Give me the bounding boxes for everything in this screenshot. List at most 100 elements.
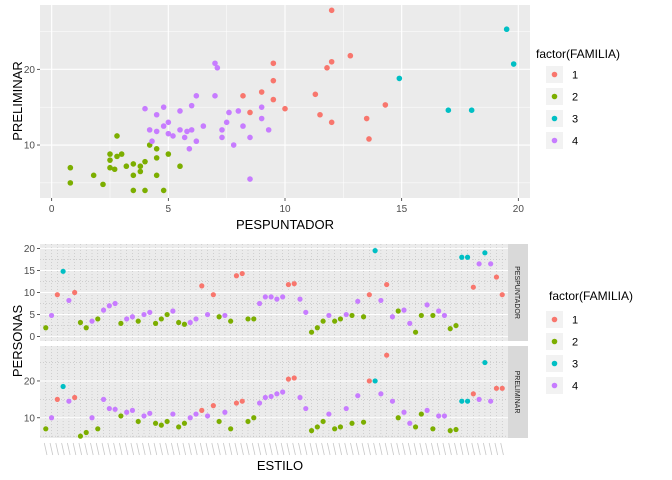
facet-pespuntador-point-familia-2 (314, 325, 320, 331)
facet-pespuntador-point-familia-2 (308, 329, 315, 335)
facet-preliminar-point-familia-4 (389, 398, 396, 404)
top-point-familia-4 (219, 134, 225, 141)
facet-preliminar-point-familia-1 (493, 385, 500, 391)
top-y-tick-label: 20 (24, 65, 36, 76)
facet-pespuntador-point-familia-4 (424, 302, 430, 308)
top-point-familia-2 (160, 187, 167, 194)
top-point-familia-4 (184, 128, 190, 135)
facet-pespuntador-point-familia-2 (77, 319, 84, 326)
facet-pespuntador-point-familia-2 (360, 314, 367, 320)
facet-preliminar-point-familia-2 (118, 413, 124, 419)
facet-pespuntador-point-familia-4 (112, 300, 118, 307)
facet-pespuntador-point-familia-4 (343, 311, 349, 318)
facet-pespuntador-point-familia-4 (378, 297, 384, 304)
legend-label-1: 1 (572, 315, 578, 327)
facet-pespuntador-point-familia-2 (418, 312, 424, 319)
bottom-x-tick-label-illegible (228, 442, 233, 456)
top-point-familia-4 (247, 176, 253, 182)
bottom-x-tick-label-illegible (211, 442, 215, 456)
facet-pespuntador-point-familia-2 (118, 320, 124, 326)
facet-preliminar-point-familia-1 (470, 391, 476, 397)
bottom-x-tick-label-illegible (130, 442, 135, 456)
bottom-x-tick-label-illegible (442, 442, 447, 456)
facet-pespuntador-point-familia-3 (464, 254, 471, 260)
facet-pespuntador-point-familia-2 (43, 325, 49, 331)
bottom-x-tick-label-illegible (344, 442, 348, 456)
bottom-x-tick-label-illegible (430, 442, 435, 456)
top-point-familia-4 (186, 146, 193, 152)
facet-preliminar-point-familia-2 (395, 415, 401, 421)
top-point-familia-4 (165, 119, 172, 126)
facet-pespuntador-point-familia-4 (141, 311, 147, 318)
facet-pespuntador-point-familia-2 (158, 316, 164, 322)
facet-preliminar-point-familia-4 (66, 398, 72, 404)
facet-preliminar-point-familia-1 (210, 403, 216, 409)
facet-pespuntador-point-familia-4 (389, 314, 396, 320)
bottom-y-ticks: 0 5 10 15 20 10 20 (24, 244, 40, 424)
bottom-x-tick-label-illegible (425, 442, 429, 456)
top-point-familia-3 (503, 26, 510, 33)
facet-pespuntador-point-familia-1 (210, 292, 216, 298)
legend-key-point-1 (551, 316, 558, 323)
facet-pespuntador-point-familia-2 (395, 308, 401, 314)
facet-preliminar-point-familia-2 (314, 424, 320, 430)
facet-preliminar-point-familia-4 (488, 398, 494, 404)
facet-preliminar-point-familia-2 (83, 429, 89, 436)
top-point-familia-2 (142, 187, 148, 194)
facet-preliminar-point-familia-2 (360, 419, 367, 425)
bottom-gridlines (40, 244, 508, 438)
top-point-familia-1 (363, 115, 370, 122)
facet-preliminar-point-familia-4 (48, 415, 55, 421)
bottom-x-tick-label-illegible (355, 442, 360, 456)
facet-preliminar-point-familia-4 (326, 411, 332, 417)
bottom-x-tick-label-illegible (448, 442, 452, 456)
top-data-points (67, 7, 517, 194)
bottom-x-tick-label-illegible (43, 442, 48, 456)
legend-key-point-3 (551, 360, 558, 367)
bottom-x-tick-label-illegible (66, 442, 71, 456)
top-point-familia-4 (230, 142, 237, 148)
top-point-familia-4 (160, 123, 167, 129)
bottom-x-tick-label-illegible (194, 442, 198, 456)
bottom-x-tick-label-illegible (321, 442, 325, 456)
top-x-tick-label: 5 (166, 204, 172, 215)
facet-pespuntador-point-familia-3 (372, 248, 378, 254)
legend-label-2: 2 (572, 337, 578, 349)
facet-pespuntador-point-familia-2 (332, 318, 338, 324)
facet-preliminar-point-familia-4 (280, 389, 286, 395)
top-point-familia-4 (177, 108, 183, 114)
facet-pespuntador-point-familia-2 (251, 316, 257, 322)
facet-preliminar-point-familia-4 (147, 410, 153, 416)
facet-preliminar-point-familia-2 (216, 418, 222, 425)
top-point-familia-4 (142, 105, 148, 112)
bottom-x-tick-label-illegible (217, 442, 221, 456)
top-point-familia-4 (181, 134, 188, 141)
bottom-x-tick-label-illegible (142, 442, 146, 456)
facet-pespuntador-point-familia-3 (459, 254, 465, 260)
top-point-familia-2 (165, 151, 172, 157)
facet-preliminar-point-familia-3 (464, 398, 471, 404)
bottom-x-tick-label-illegible (257, 442, 262, 456)
top-point-familia-4 (258, 115, 265, 122)
facet-preliminar-point-familia-1 (499, 385, 505, 391)
bottom-x-tick-label-illegible (147, 442, 152, 456)
top-point-familia-4 (146, 127, 153, 133)
top-point-familia-4 (193, 93, 200, 99)
bottom-legend: factor(FAMILIA) 1 2 3 4 (546, 289, 633, 394)
bottom-x-tick-label-illegible (199, 442, 204, 456)
top-point-familia-2 (114, 133, 120, 139)
legend-label-3: 3 (572, 359, 578, 371)
top-x-tick-label: 15 (396, 204, 408, 215)
facet-pespuntador-point-familia-2 (228, 318, 234, 324)
facet-strip-pespuntador (508, 244, 528, 341)
facet-preliminar-point-familia-1 (384, 352, 390, 358)
top-point-familia-2 (153, 146, 160, 152)
top-x-tick-label: 0 (49, 204, 55, 215)
top-point-familia-1 (247, 109, 253, 116)
top-y-tick-label: 10 (24, 141, 36, 152)
facet-strip-preliminar (508, 346, 528, 438)
facet-preliminar-point-familia-2 (152, 420, 159, 426)
top-point-familia-1 (270, 60, 277, 67)
facet-preliminar-point-familia-2 (135, 418, 141, 425)
top-point-familia-4 (240, 123, 246, 129)
